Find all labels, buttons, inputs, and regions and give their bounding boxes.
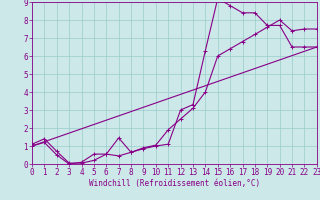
X-axis label: Windchill (Refroidissement éolien,°C): Windchill (Refroidissement éolien,°C)	[89, 179, 260, 188]
